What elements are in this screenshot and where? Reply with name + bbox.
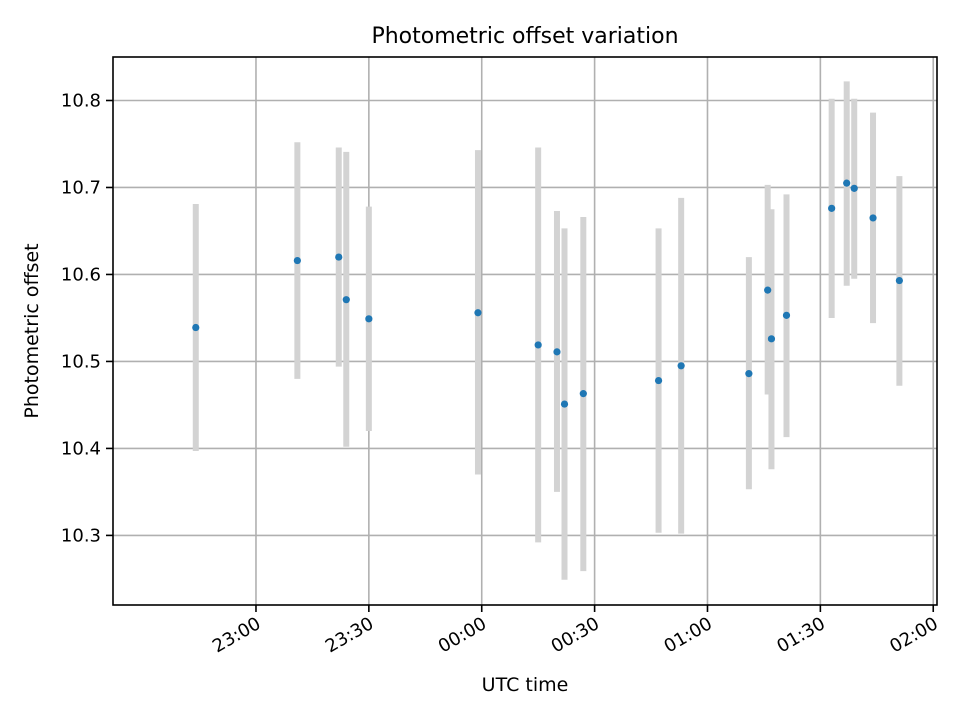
x-tick-label: 02:00 <box>886 613 941 657</box>
data-point <box>843 179 851 187</box>
data-point <box>782 311 791 319</box>
x-tick-label: 00:30 <box>548 613 603 657</box>
x-tick-label: 23:30 <box>322 613 377 657</box>
y-tick-label: 10.3 <box>61 525 101 546</box>
data-point <box>677 362 685 370</box>
error-bars <box>192 81 903 580</box>
x-axis-label: UTC time <box>482 674 569 696</box>
data-point <box>553 348 561 356</box>
data-point <box>745 370 753 378</box>
data-point <box>192 323 200 332</box>
data-point <box>560 400 569 408</box>
x-tick-label: 00:00 <box>435 613 490 657</box>
plot-frame <box>112 56 938 606</box>
y-tick-label: 10.6 <box>61 264 101 285</box>
data-points <box>192 179 903 408</box>
data-point <box>365 315 373 323</box>
data-point <box>850 184 858 192</box>
data-point <box>534 341 542 349</box>
data-point <box>895 276 903 285</box>
data-point <box>335 253 343 261</box>
data-point <box>293 256 301 265</box>
data-point <box>869 214 877 222</box>
data-point <box>764 286 772 294</box>
data-point <box>579 390 587 398</box>
data-point <box>654 376 663 385</box>
data-point <box>767 335 776 343</box>
y-axis-label: Photometric offset <box>21 243 43 418</box>
data-point <box>474 309 482 317</box>
y-tick-label: 10.4 <box>61 438 101 459</box>
data-point <box>342 296 350 304</box>
data-point <box>828 204 836 212</box>
x-tick-label: 01:00 <box>661 613 716 657</box>
y-tick-label: 10.8 <box>61 90 101 111</box>
x-tick-label: 23:00 <box>209 613 264 657</box>
y-tick-label: 10.7 <box>61 177 101 198</box>
x-tick-label: 01:30 <box>773 613 828 657</box>
chart-title: Photometric offset variation <box>371 24 678 49</box>
grid-lines <box>113 57 937 605</box>
y-tick-label: 10.5 <box>61 351 101 372</box>
